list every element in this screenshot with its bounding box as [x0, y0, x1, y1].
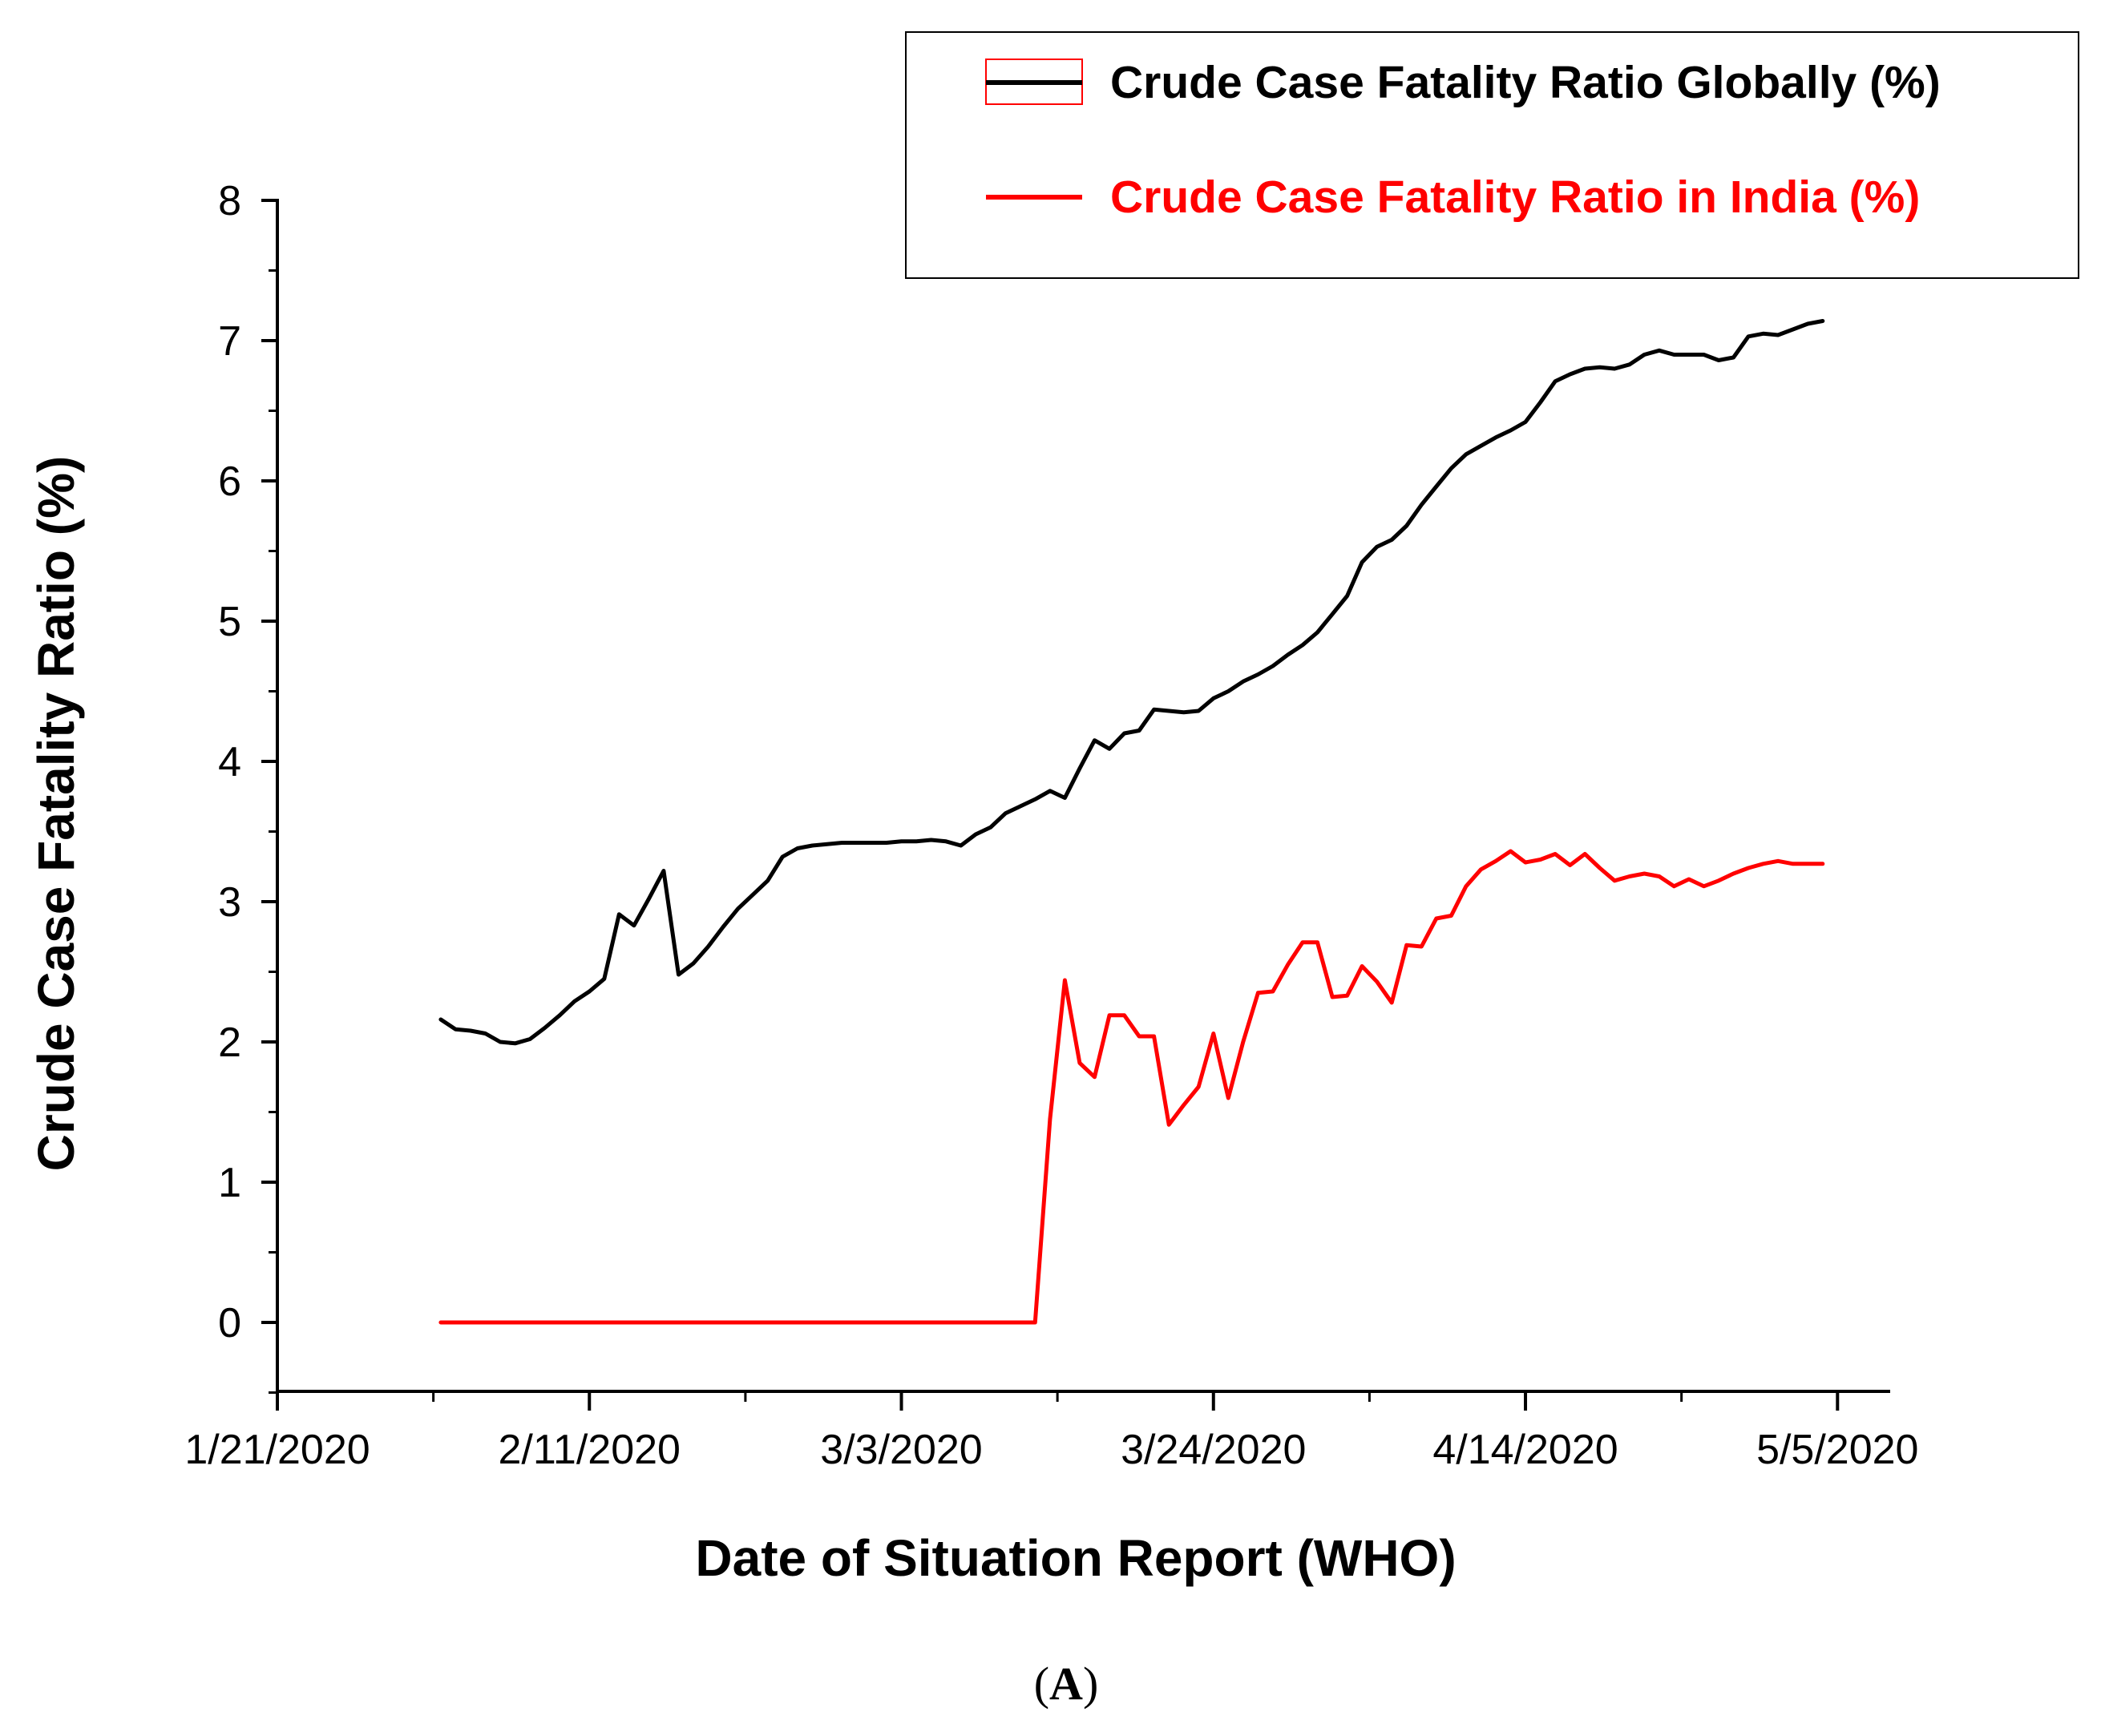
series-line-global	[438, 319, 1825, 1046]
x-tick-label-5: 5/5/2020	[1756, 1427, 1918, 1473]
x-tick-label-1: 2/11/2020	[499, 1427, 681, 1473]
y-ticks: 0 1 2 3 4 5 6 7 8	[218, 178, 277, 1394]
legend: Crude Case Fatality Ratio Globally (%) C…	[905, 31, 2079, 279]
x-tick-label-2: 3/3/2020	[820, 1427, 982, 1473]
x-tick-label-3: 3/24/2020	[1121, 1427, 1306, 1473]
legend-label-india: Crude Case Fatality Ratio in India (%)	[1110, 172, 1920, 223]
x-axis-title: Date of Situation Report (WHO)	[695, 1529, 1456, 1587]
y-tick-label-6: 6	[218, 458, 241, 505]
y-tick-label-5: 5	[218, 599, 241, 645]
y-tick-label-2: 2	[218, 1019, 241, 1066]
series-layer	[438, 319, 1825, 1325]
y-axis-title: Crude Case Fatality Ratio (%)	[27, 456, 85, 1172]
legend-box	[905, 31, 2079, 279]
y-tick-label-7: 7	[218, 318, 241, 365]
y-tick-label-3: 3	[218, 879, 241, 926]
x-ticks: 1/21/2020 2/11/2020 3/3/2020 3/24/2020 4/14/…	[184, 1391, 1918, 1473]
x-tick-label-0: 1/21/2020	[184, 1427, 370, 1473]
legend-label-global: Crude Case Fatality Ratio Globally (%)	[1110, 57, 1941, 108]
y-tick-label-1: 1	[218, 1160, 241, 1206]
x-tick-label-4: 4/14/2020	[1432, 1427, 1618, 1473]
caption-open-paren: (	[1034, 1657, 1049, 1710]
y-tick-label-0: 0	[218, 1300, 241, 1346]
y-tick-label-4: 4	[218, 739, 241, 785]
caption-letter: A	[1049, 1657, 1083, 1710]
series-line-india	[438, 849, 1825, 1325]
figure-caption: (A)	[1034, 1657, 1099, 1710]
y-tick-label-8: 8	[218, 178, 241, 224]
caption-close-paren: )	[1083, 1657, 1098, 1710]
